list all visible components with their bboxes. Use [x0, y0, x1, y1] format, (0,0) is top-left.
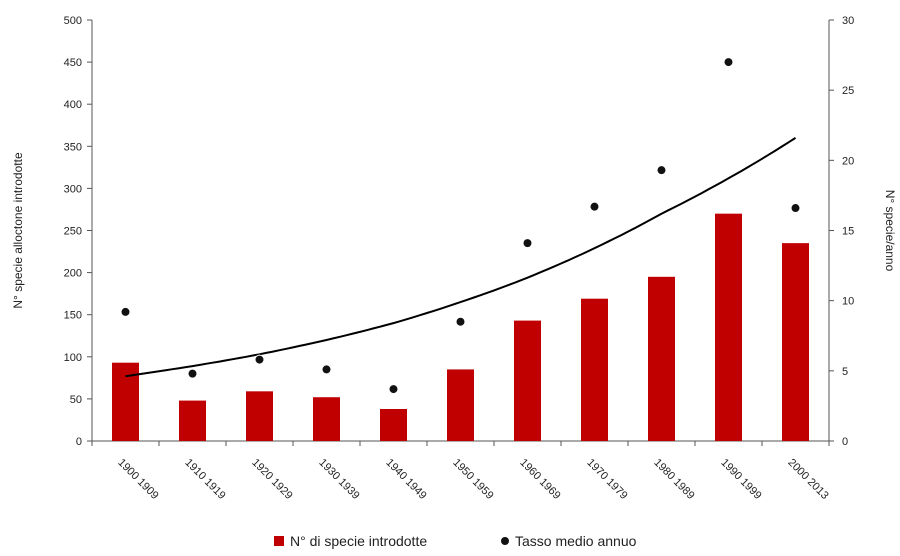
y-tick-label-left: 350: [64, 141, 82, 153]
x-tick-label: 1940 1949: [383, 457, 428, 502]
scatter-point: [254, 354, 265, 365]
x-tick-label: 1910 1919: [182, 457, 227, 502]
y-tick-label-left: 450: [64, 57, 82, 69]
y-tick-labels-left: 0 50 100 150 200 250 300 350 400 450 500: [64, 15, 82, 448]
bar: [447, 369, 474, 441]
legend-dot-label: Tasso medio annuo: [515, 533, 637, 549]
y-tick-label-left: 300: [64, 183, 82, 195]
y-tick-label-right: 30: [842, 15, 854, 27]
bar: [246, 391, 273, 441]
y-tick-label-left: 50: [70, 394, 82, 406]
scatter-point: [120, 306, 131, 317]
x-tick-label: 1980 1989: [651, 457, 696, 502]
bar: [782, 243, 809, 441]
y-tick-label-left: 500: [64, 15, 82, 27]
scatter-point: [388, 384, 399, 395]
legend-bar-label: N° di specie introdotte: [290, 533, 427, 549]
y-tick-label-left: 100: [64, 352, 82, 364]
bar: [380, 409, 407, 441]
x-tick-label: 2000 2013: [785, 457, 830, 502]
x-tick-label: 1960 1969: [517, 457, 562, 502]
x-tick-labels: 1900 1909 1910 1919 1920 1929 1930 1939 1940…: [115, 457, 830, 502]
bar: [648, 276, 675, 441]
y-tick-label-right: 0: [842, 436, 848, 448]
scatter-point: [455, 316, 466, 327]
legend-bar-swatch: [274, 536, 284, 546]
scatter-point: [187, 368, 198, 379]
y-tick-label-right: 10: [842, 296, 854, 308]
scatter-point: [589, 201, 600, 212]
x-tick-label: 1970 1979: [584, 457, 629, 502]
scatter-point: [790, 203, 801, 214]
bar: [514, 320, 541, 441]
y-axis-title-right: N° specie/anno: [883, 190, 897, 272]
x-tick-label: 1900 1909: [115, 457, 160, 502]
scatter-points: [120, 57, 801, 395]
legend: N° di specie introdotte Tasso medio annu…: [274, 533, 637, 549]
y-tick-label-right: 25: [842, 85, 854, 97]
x-tick-label: 1930 1939: [316, 457, 361, 502]
bar: [313, 397, 340, 441]
trendline: [125, 137, 797, 378]
y-tick-label-left: 250: [64, 226, 82, 238]
x-tick-label: 1950 1959: [450, 457, 495, 502]
y-tick-label-left: 400: [64, 99, 82, 111]
bars: [112, 213, 809, 441]
legend-dot-marker: [501, 537, 509, 545]
y-tick-label-left: 0: [76, 436, 82, 448]
y-tick-label-left: 200: [64, 268, 82, 280]
scatter-point: [656, 165, 667, 176]
x-tick-label: 1920 1929: [249, 457, 294, 502]
y-tick-labels-right: 0 5 10 15 20 25 30: [842, 15, 854, 448]
y-axis-title-left: N° specie alloctone introdotte: [11, 152, 25, 309]
bar: [715, 213, 742, 441]
y-tick-label-right: 5: [842, 366, 848, 378]
scatter-point: [723, 57, 734, 68]
y-tick-label-right: 15: [842, 226, 854, 238]
x-tick-label: 1990 1999: [718, 457, 763, 502]
y-tick-label-right: 20: [842, 155, 854, 167]
bar: [581, 298, 608, 441]
bar: [179, 400, 206, 441]
scatter-point: [522, 238, 533, 249]
y-tick-label-left: 150: [64, 310, 82, 322]
scatter-point: [321, 364, 332, 375]
